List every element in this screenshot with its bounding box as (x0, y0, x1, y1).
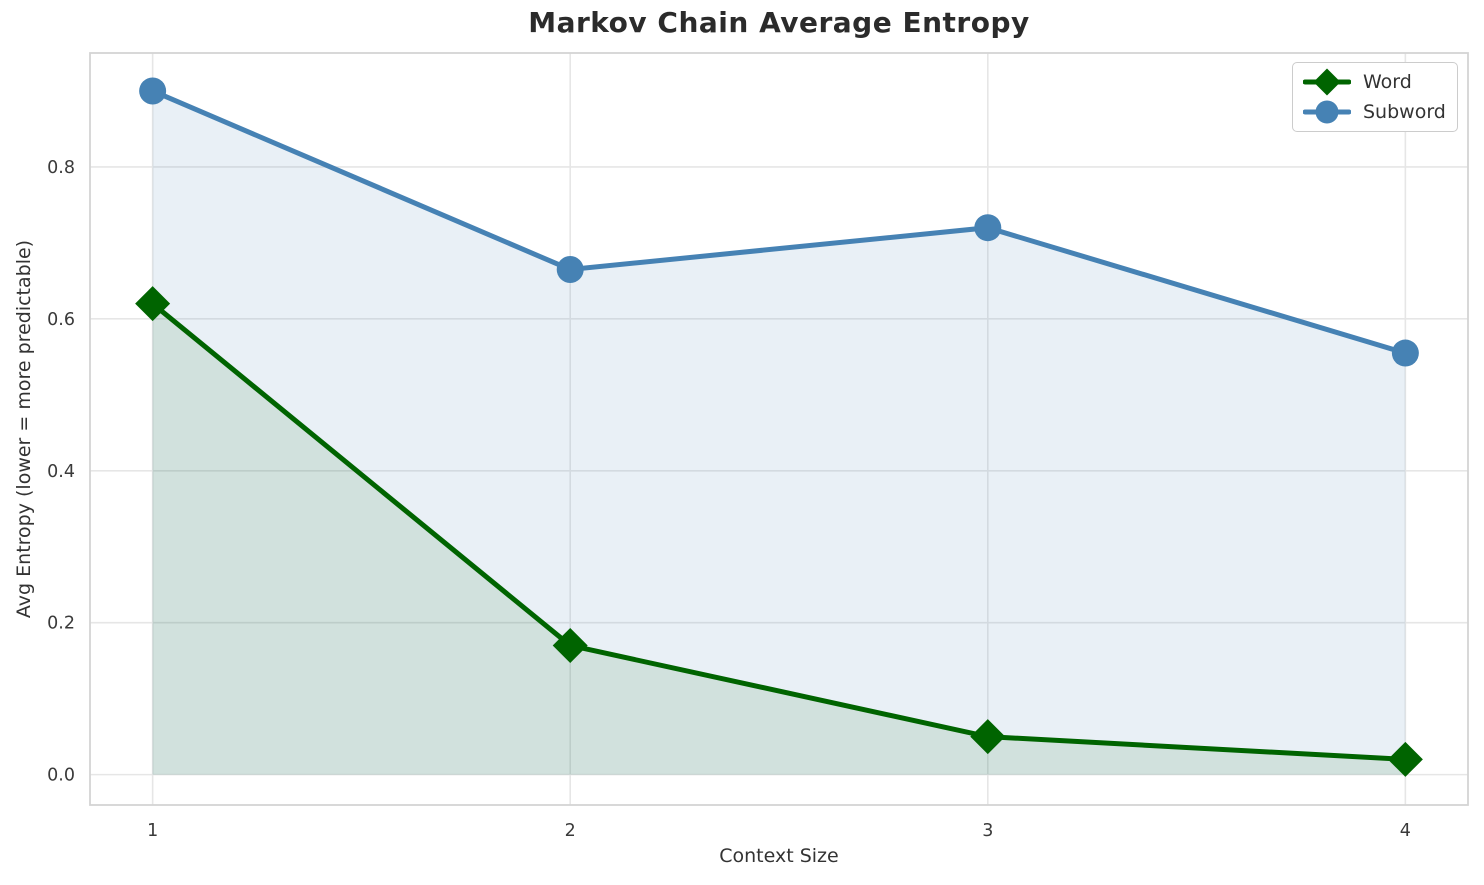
marker-word-4 (1387, 741, 1423, 777)
y-tick-label-0.2: 0.2 (47, 614, 75, 634)
marker-word-2 (552, 627, 588, 663)
x-tick-label-4: 4 (1400, 821, 1411, 841)
series-line-subword (150, 88, 1408, 356)
area-fill-subword (152, 90, 1406, 775)
marker-subword-1 (139, 77, 167, 105)
plot-background (90, 53, 1468, 805)
marker-subword-3 (974, 214, 1002, 242)
marker-subword-2 (556, 255, 584, 283)
legend-item-subword: Subword (1303, 98, 1447, 126)
chart-title: Markov Chain Average Entropy (528, 6, 1030, 39)
marker-word-3 (970, 719, 1006, 755)
x-tick-label-3: 3 (982, 821, 993, 841)
y-tick-label-0.8: 0.8 (47, 158, 75, 178)
legend-item-word: Word (1303, 68, 1447, 96)
diamond-marker-icon (1303, 68, 1351, 96)
plot-border (89, 52, 1469, 806)
y-tick-label-0.0: 0.0 (47, 766, 75, 786)
y-tick-label-0.6: 0.6 (47, 310, 75, 330)
legend-label-subword: Subword (1363, 101, 1446, 123)
marker-subword-4 (1391, 339, 1419, 367)
x-tick-label-2: 2 (565, 821, 576, 841)
circle-marker-icon (1303, 100, 1351, 124)
marker-word-1 (135, 286, 171, 322)
y-tick-label-0.4: 0.4 (47, 462, 75, 482)
area-fill-word (152, 303, 1406, 775)
x-tick-label-1: 1 (147, 821, 158, 841)
series-line-word (150, 301, 1408, 762)
legend: Word Subword (1292, 62, 1458, 132)
x-axis-label: Context Size (719, 845, 839, 867)
legend-label-word: Word (1363, 71, 1412, 93)
